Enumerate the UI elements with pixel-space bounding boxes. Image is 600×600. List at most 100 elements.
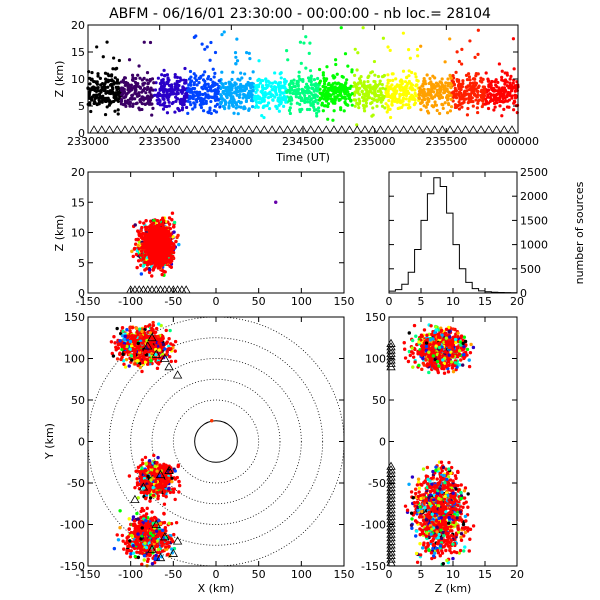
source-point (157, 258, 162, 263)
source-point (137, 85, 141, 89)
station-triangle (321, 125, 331, 134)
source-point (139, 249, 144, 253)
source-point (213, 50, 218, 55)
source-point (451, 73, 455, 78)
source-point (357, 101, 362, 106)
source-point (248, 57, 252, 61)
source-point (161, 107, 166, 111)
source-point (149, 93, 153, 97)
source-point (285, 89, 289, 94)
source-point (160, 263, 165, 267)
source-point (408, 56, 412, 60)
y-tick-label: 10 (71, 73, 85, 86)
source-point (500, 69, 504, 73)
source-point (188, 69, 193, 74)
source-point (386, 81, 390, 85)
source-point (364, 99, 368, 103)
source-point (264, 77, 268, 81)
source-point (189, 75, 193, 79)
source-point (425, 102, 430, 107)
source-point (478, 79, 483, 83)
source-point (146, 238, 150, 242)
source-point (170, 249, 174, 253)
source-point (88, 82, 92, 86)
source-point (452, 92, 456, 96)
source-point (505, 80, 509, 84)
source-point (170, 85, 174, 89)
source-point (508, 91, 512, 95)
source-point (138, 253, 143, 257)
source-point (462, 94, 466, 98)
source-point (507, 98, 511, 102)
source-point (178, 76, 182, 80)
station-triangle (143, 125, 153, 134)
station-triangle (383, 125, 393, 134)
source-point (143, 102, 147, 106)
source-point (326, 83, 330, 87)
source-point (399, 78, 403, 82)
source-point (137, 64, 141, 68)
source-point (166, 76, 170, 80)
source-point (185, 105, 189, 110)
source-point (199, 102, 203, 107)
source-point (129, 354, 134, 358)
source-point (405, 75, 409, 79)
x-tick-label: 235000 (354, 135, 396, 148)
source-point (235, 37, 239, 41)
source-point (234, 91, 238, 95)
source-point (443, 60, 447, 64)
source-point (274, 200, 278, 204)
source-point (494, 99, 498, 103)
source-point (173, 359, 178, 363)
source-point (161, 255, 166, 260)
source-point (155, 366, 160, 371)
source-point (201, 109, 206, 113)
source-point (90, 70, 94, 75)
source-point (229, 96, 233, 100)
source-point (245, 51, 249, 55)
source-point (410, 70, 414, 75)
source-point (344, 81, 348, 85)
source-point (456, 83, 461, 87)
station-triangle (445, 125, 455, 134)
source-point (152, 330, 157, 335)
source-point (151, 106, 155, 110)
source-point (266, 101, 271, 105)
source-point (100, 85, 104, 90)
source-point (162, 97, 166, 101)
source-point (151, 88, 155, 92)
source-point (288, 99, 292, 103)
source-point (386, 104, 390, 108)
source-point (184, 78, 188, 83)
source-point (398, 94, 402, 98)
source-point (287, 108, 292, 113)
source-point (139, 233, 143, 237)
source-point (173, 497, 177, 502)
source-point (135, 101, 139, 105)
source-point (158, 337, 162, 341)
source-point (286, 58, 290, 62)
x-tick-label: 50 (252, 295, 266, 308)
source-point (284, 95, 288, 100)
plan-view-points (109, 320, 214, 568)
source-point (335, 72, 339, 76)
x-tick-label: -50 (164, 295, 182, 308)
source-point (208, 58, 212, 62)
source-point (186, 99, 190, 103)
source-point (127, 364, 131, 368)
y-tick-label: 20 (71, 166, 85, 179)
source-point (121, 352, 125, 356)
source-point (210, 95, 214, 100)
source-point (146, 81, 150, 86)
source-point (289, 95, 293, 99)
source-point (432, 83, 436, 87)
station-triangle (147, 285, 157, 294)
source-point (145, 78, 149, 82)
source-point (230, 77, 234, 82)
source-point (501, 96, 505, 101)
source-point (383, 106, 387, 110)
source-point (273, 80, 277, 84)
source-point (422, 77, 426, 81)
source-point (301, 79, 305, 83)
source-point (277, 85, 281, 89)
